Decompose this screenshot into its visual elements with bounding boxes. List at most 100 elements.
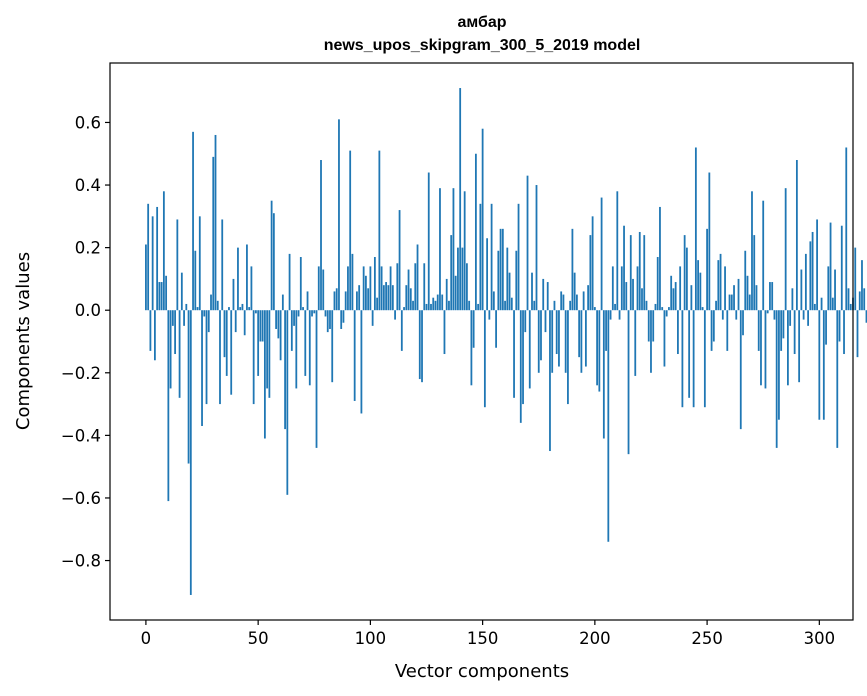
bar [827,266,830,311]
bar [329,310,331,329]
bar [203,310,206,317]
bar [232,278,235,311]
bar [836,310,839,448]
bar [443,310,446,355]
bar [430,303,432,311]
bar [798,310,801,383]
bar [450,235,453,311]
bar [746,275,749,311]
bar [398,210,401,311]
bar [849,303,852,311]
bar [697,260,700,311]
bar [623,225,625,311]
bar [492,291,495,311]
bar [616,191,619,311]
bar [706,228,708,311]
bar [333,291,336,311]
x-tick-label: 150 [467,629,499,648]
bar [822,310,825,420]
bar [205,310,208,405]
bar [470,310,473,386]
bar [286,310,289,495]
bar [315,310,318,448]
bar [636,266,639,311]
bar [578,310,581,358]
bar [701,307,704,311]
bar [811,231,814,311]
bar [349,150,352,311]
bar [540,310,542,361]
bar [387,285,390,311]
bar [371,310,374,326]
bar [396,263,399,311]
bar [685,247,688,311]
bar [764,310,767,389]
bar [335,288,338,311]
bar [863,288,866,311]
bar [735,310,738,320]
bar [338,119,340,311]
bar [813,303,816,311]
bar [185,303,188,311]
bar [782,310,785,339]
bar [391,285,394,311]
bar [174,310,176,355]
bar [625,282,628,311]
bar [818,310,821,420]
bar [342,310,345,323]
bar [362,266,365,311]
bar [553,300,556,311]
bar [187,310,190,464]
bar [340,310,343,329]
bar [737,278,740,311]
y-axis-label: Components values [13,252,34,430]
bar [272,213,275,311]
bar [843,310,845,355]
bar [715,300,717,311]
bar [360,310,363,414]
bar [517,203,520,311]
bar [162,191,165,311]
bar [607,310,610,542]
bar [380,266,383,311]
bar [780,310,783,351]
bar [165,275,168,311]
bar [290,310,293,351]
y-tick-label: −0.2 [61,364,101,383]
bar [576,294,578,311]
bar [605,310,607,351]
bar [481,128,484,311]
bar [234,310,237,333]
bar [214,134,217,311]
bar [153,310,156,361]
bar [299,257,302,311]
y-tick-label: 0.6 [75,113,101,132]
bars-group [145,88,867,595]
bar [425,303,428,311]
bar [865,310,867,323]
bar [239,307,242,311]
bar [789,310,792,326]
bar [457,247,459,311]
bar [614,303,616,311]
bar [147,203,150,311]
bar [712,310,715,342]
bar [661,307,664,311]
bar [753,235,756,311]
bar [856,310,859,358]
bar [728,294,731,311]
chart-subtitle: news_upos_skipgram_300_5_2019 model [324,37,641,54]
bar [838,310,841,342]
bar [176,219,179,311]
y-tick-label: 0.0 [75,301,101,320]
bar [596,310,599,386]
bar [665,310,668,317]
bar [436,294,439,311]
bar [356,291,358,311]
bar [847,288,850,311]
bar [405,285,408,311]
bar [324,310,327,317]
bar [497,250,500,311]
y-tick-label: −0.6 [61,489,101,508]
